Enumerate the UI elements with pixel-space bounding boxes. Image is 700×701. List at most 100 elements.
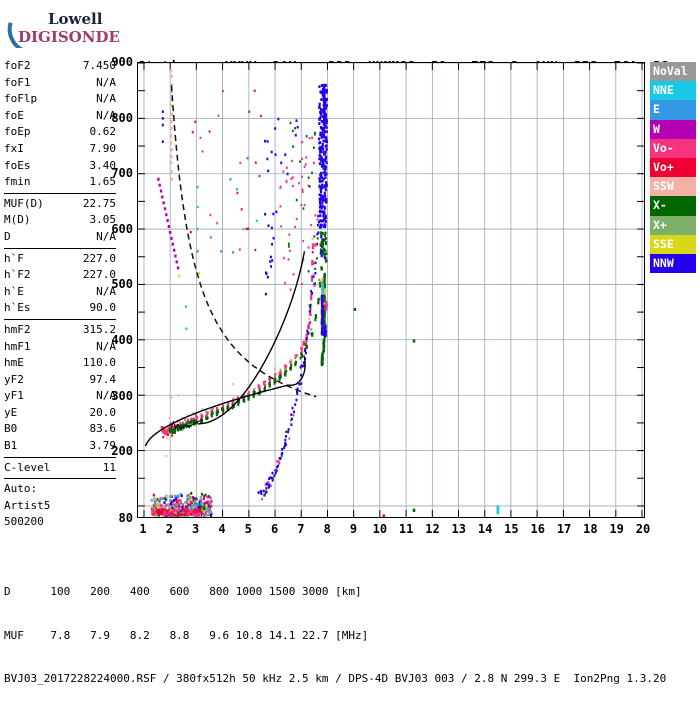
param-value: N/A [96,75,116,89]
param-row: yF1 N/A [4,388,116,405]
param-row: C-level 11 [4,460,116,477]
legend-item-vo-[interactable]: Vo- [650,138,696,158]
param-row: MUF(D) 22.75 [4,196,116,213]
ionogram-plot-area[interactable] [137,62,645,518]
x-axis-tick-label: 9 [349,522,358,536]
x-axis-tick-label: 12 [425,522,440,536]
lowell-digisonde-logo: Lowell DIGISONDE [6,6,126,50]
param-row: Auto: [4,481,116,498]
param-value: 83.6 [89,422,117,436]
param-key: foE [4,108,24,122]
logo-lowell-text: Lowell [48,10,103,28]
param-value: 7.450 [82,59,116,72]
legend-item-w[interactable]: W [650,119,696,139]
param-value: 20.0 [89,405,117,419]
param-value: 3.05 [89,213,117,227]
param-row: foE N/A [4,108,116,125]
param-separator [4,318,116,320]
param-key: hmE [4,356,24,370]
x-axis-tick-label: 6 [270,522,279,536]
param-row: h`F2 227.0 [4,267,116,284]
param-key: B1 [4,439,18,453]
param-key: yF2 [4,372,24,386]
param-row: hmF1 N/A [4,339,116,356]
param-key: yF1 [4,389,24,403]
plot-gridlines [138,63,644,517]
x-axis-tick-label: 7 [297,522,305,536]
param-value: 3.40 [89,158,117,172]
param-key: 500200 [4,515,44,529]
param-key: yE [4,405,18,419]
param-key: foF2 [4,59,31,72]
legend-item-noval[interactable]: NoVal [650,62,696,82]
footer-info: D 100 200 400 600 800 1000 1500 3000 [km… [4,556,666,701]
footer-distance-row: D 100 200 400 600 800 1000 1500 3000 [km… [4,585,362,598]
param-key: M(D) [4,213,31,227]
param-separator [4,478,116,480]
param-row: B1 3.79 [4,438,116,455]
param-row: fxI 7.90 [4,141,116,158]
legend-item-e[interactable]: E [650,100,696,120]
param-row: B0 83.6 [4,421,116,438]
y-axis-tick-label: 400 [111,333,133,348]
param-row: M(D) 3.05 [4,212,116,229]
direction-legend[interactable]: NoVal NNE E W Vo- Vo+ SSW X- X+ SSE NNW [650,62,696,274]
param-value: 11 [102,460,116,474]
param-row: foF1 N/A [4,75,116,92]
param-key: Artist5 [4,498,51,512]
param-value: 3.79 [89,439,117,453]
param-value: 97.4 [89,372,117,386]
x-axis-tick-label: 4 [218,522,226,536]
param-row: 500200 [4,514,116,531]
param-row: fmin 1.65 [4,174,116,191]
param-value: 7.90 [89,141,117,155]
legend-item-sse[interactable]: SSE [650,234,696,254]
x-axis-tick-label: 15 [504,522,519,536]
y-axis-tick-label: 80 [118,511,133,525]
legend-item-nne[interactable]: NNE [650,81,696,101]
param-key: fmin [4,175,31,189]
footer-file-row: BVJ03_2017228224000.RSF / 380fx512h 50 k… [4,672,667,685]
param-value: 0.62 [89,125,117,139]
param-key: foEp [4,125,31,139]
plot-data-layer [144,69,500,517]
param-key: foF1 [4,75,31,89]
legend-item-vo-[interactable]: Vo+ [650,157,696,178]
y-axis-tick-label: 200 [111,444,133,459]
legend-item-nnw[interactable]: NNW [650,253,696,274]
param-value: N/A [96,284,116,298]
param-row: h`E N/A [4,284,116,301]
param-value: 90.0 [89,301,117,315]
x-axis-tick-label: 1 [139,522,147,536]
param-key: hmF1 [4,339,31,353]
param-value: 22.75 [82,196,116,210]
x-axis-tick-label: 19 [609,522,624,536]
param-row: hmE 110.0 [4,355,116,372]
param-value: N/A [96,108,116,122]
param-value: N/A [96,92,116,106]
param-separator [4,247,116,249]
param-key: foFlp [4,92,38,106]
legend-item-x-[interactable]: X+ [650,215,696,235]
param-value: 227.0 [82,251,116,265]
y-axis-tick-label: 600 [111,221,133,236]
param-value: N/A [96,229,116,243]
y-axis-tick-label: 700 [111,166,133,181]
x-axis-tick-label: 13 [451,522,466,536]
param-value: 110.0 [82,356,116,370]
x-axis-tick-label: 14 [477,522,493,536]
param-key: hmF2 [4,322,31,336]
param-key: C-level [4,460,51,474]
param-key: MUF(D) [4,196,44,210]
y-axis-tick-label: 500 [111,277,133,292]
ionogram-parameters-panel: foF2 7.450 foF1 N/A foFlp N/A foE N/A foEp 0.62 fx… [4,58,116,531]
x-axis-tick-label: 10 [372,522,388,536]
param-key: fxI [4,141,24,155]
x-axis-tick-label: 18 [583,522,598,536]
legend-item-ssw[interactable]: SSW [650,177,696,197]
legend-item-x-[interactable]: X- [650,196,696,216]
param-key: h`E [4,284,24,298]
x-axis-tick-label: 11 [398,522,414,536]
x-axis-tick-label: 20 [635,522,651,536]
param-row: foEp 0.62 [4,124,116,141]
